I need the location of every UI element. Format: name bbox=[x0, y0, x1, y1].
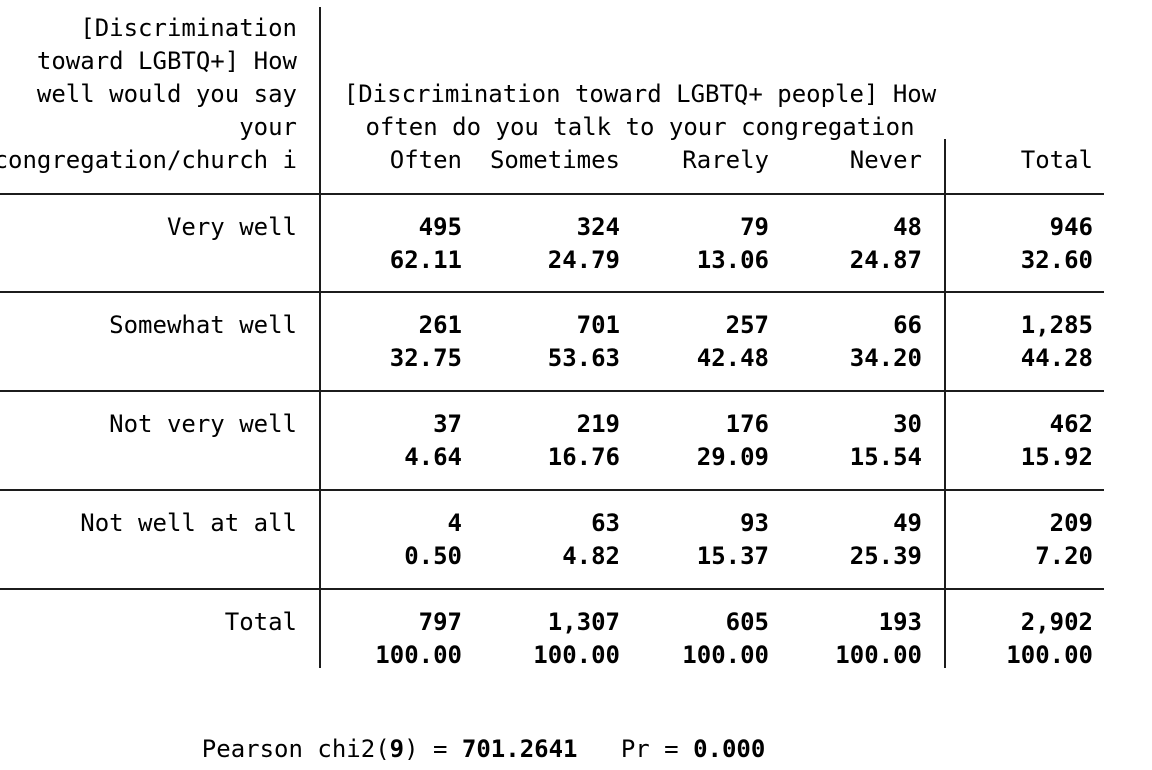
count-cell: 261 bbox=[418, 311, 462, 339]
pct-cell: 42.48 bbox=[696, 344, 769, 372]
row-var-label-line5: congregation/church i bbox=[0, 146, 297, 174]
col-total-count: 605 bbox=[725, 608, 769, 636]
chi2-df: 9 bbox=[389, 735, 405, 763]
row-var-label-line4: your bbox=[239, 113, 297, 141]
col-header-rarely: Rarely bbox=[682, 146, 769, 174]
col-total-pct: 100.00 bbox=[533, 641, 620, 669]
row-total-count: 462 bbox=[1049, 410, 1093, 438]
pct-cell: 32.75 bbox=[389, 344, 462, 372]
pct-cell: 53.63 bbox=[547, 344, 620, 372]
pct-cell: 34.20 bbox=[849, 344, 922, 372]
chi2-stats-line: Pearson chi2(9) = 701.2641 Pr = 0.000 bbox=[144, 710, 766, 770]
pct-cell: 4.82 bbox=[562, 542, 620, 570]
row-label: Very well bbox=[166, 213, 297, 241]
chi2-label-mid: ) = bbox=[404, 735, 462, 763]
row-total-pct: 7.20 bbox=[1035, 542, 1093, 570]
pct-cell: 24.87 bbox=[849, 246, 922, 274]
pr-value: 0.000 bbox=[693, 735, 766, 763]
col-total-count: 797 bbox=[418, 608, 462, 636]
col-header-sometimes: Sometimes bbox=[489, 146, 620, 174]
row-rule-1 bbox=[0, 291, 1104, 293]
col-var-label-line2: often do you talk to your congregation bbox=[365, 113, 915, 141]
pct-cell: 13.06 bbox=[696, 246, 769, 274]
count-cell: 63 bbox=[591, 509, 620, 537]
col-total-count: 1,307 bbox=[547, 608, 620, 636]
col-total-pct: 100.00 bbox=[375, 641, 462, 669]
row-var-label-line3: well would you say bbox=[36, 80, 297, 108]
count-cell: 79 bbox=[740, 213, 769, 241]
row-rule-2 bbox=[0, 390, 1104, 392]
count-cell: 324 bbox=[576, 213, 620, 241]
chi2-value: 701.2641 bbox=[461, 735, 578, 763]
pr-label: Pr = bbox=[577, 735, 694, 763]
pct-cell: 29.09 bbox=[696, 443, 769, 471]
count-cell: 701 bbox=[576, 311, 620, 339]
pct-cell: 0.50 bbox=[404, 542, 462, 570]
row-label: Not well at all bbox=[80, 509, 297, 537]
stub-divider-line bbox=[319, 7, 321, 668]
total-divider-line bbox=[944, 139, 946, 668]
row-label: Not very well bbox=[109, 410, 297, 438]
row-total-pct: 32.60 bbox=[1020, 246, 1093, 274]
header-rule bbox=[0, 193, 1104, 195]
col-header-often: Often bbox=[389, 146, 462, 174]
row-rule-3 bbox=[0, 489, 1104, 491]
grand-total-pct: 100.00 bbox=[1006, 641, 1093, 669]
total-rule bbox=[0, 588, 1104, 590]
row-total-count: 209 bbox=[1049, 509, 1093, 537]
grand-total-count: 2,902 bbox=[1020, 608, 1093, 636]
count-cell: 495 bbox=[418, 213, 462, 241]
total-row-label: Total bbox=[224, 608, 297, 636]
count-cell: 93 bbox=[740, 509, 769, 537]
pct-cell: 16.76 bbox=[547, 443, 620, 471]
pct-cell: 4.64 bbox=[404, 443, 462, 471]
row-var-label-line2: toward LGBTQ+] How bbox=[36, 47, 297, 75]
row-var-label-line1: [Discrimination bbox=[80, 14, 297, 42]
count-cell: 48 bbox=[893, 213, 922, 241]
col-header-never: Never bbox=[849, 146, 922, 174]
count-cell: 257 bbox=[725, 311, 769, 339]
col-total-count: 193 bbox=[878, 608, 922, 636]
col-total-pct: 100.00 bbox=[835, 641, 922, 669]
row-total-pct: 44.28 bbox=[1020, 344, 1093, 372]
chi2-label-prefix: Pearson chi2( bbox=[201, 735, 390, 763]
pct-cell: 15.54 bbox=[849, 443, 922, 471]
row-label: Somewhat well bbox=[109, 311, 297, 339]
count-cell: 66 bbox=[893, 311, 922, 339]
col-var-label-line1: [Discrimination toward LGBTQ+ people] Ho… bbox=[343, 80, 937, 108]
count-cell: 219 bbox=[576, 410, 620, 438]
col-header-total: Total bbox=[1020, 146, 1093, 174]
count-cell: 37 bbox=[433, 410, 462, 438]
pct-cell: 24.79 bbox=[547, 246, 620, 274]
pct-cell: 25.39 bbox=[849, 542, 922, 570]
count-cell: 49 bbox=[893, 509, 922, 537]
count-cell: 4 bbox=[447, 509, 462, 537]
pct-cell: 62.11 bbox=[389, 246, 462, 274]
col-total-pct: 100.00 bbox=[682, 641, 769, 669]
row-total-pct: 15.92 bbox=[1020, 443, 1093, 471]
count-cell: 30 bbox=[893, 410, 922, 438]
row-total-count: 946 bbox=[1049, 213, 1093, 241]
pct-cell: 15.37 bbox=[696, 542, 769, 570]
count-cell: 176 bbox=[725, 410, 769, 438]
row-total-count: 1,285 bbox=[1020, 311, 1093, 339]
